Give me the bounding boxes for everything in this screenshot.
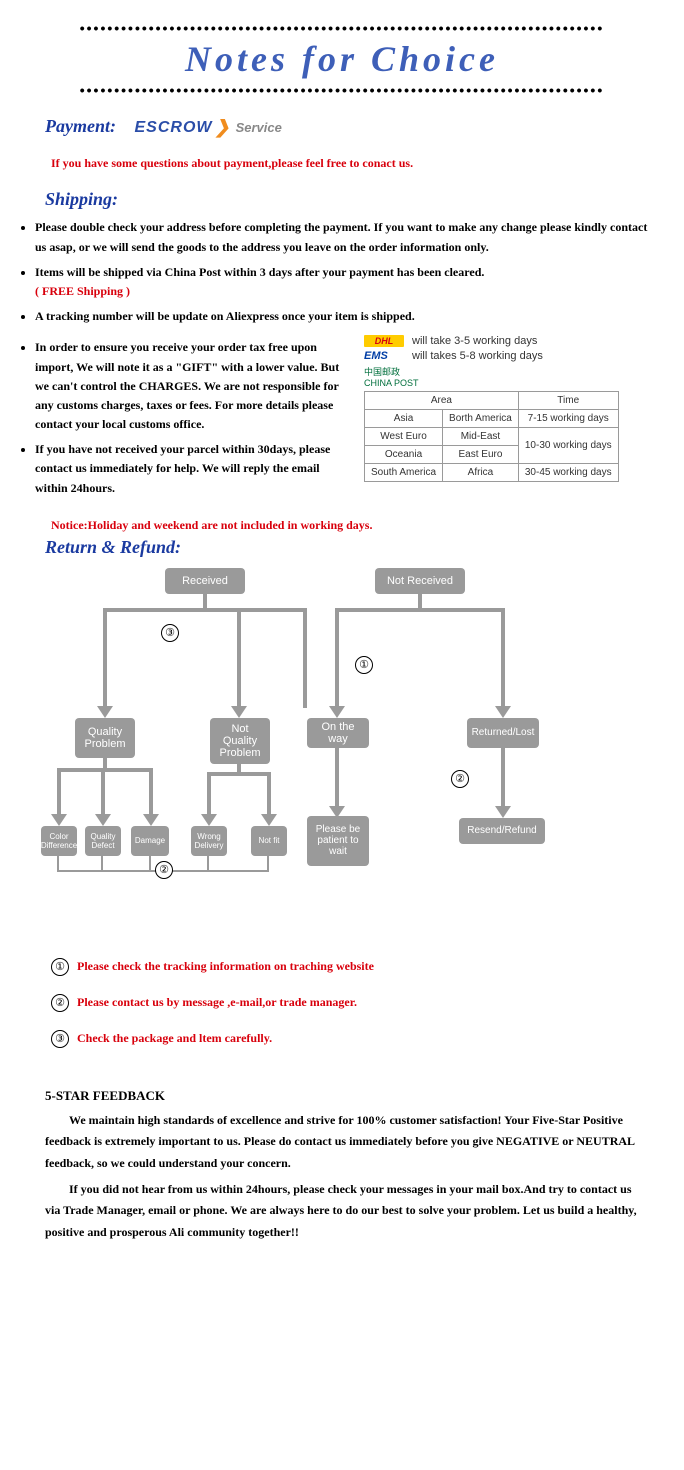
node-returned: Returned/Lost bbox=[467, 718, 539, 748]
node-color-diff: Color Difference bbox=[41, 826, 77, 856]
legend-circle-1: ① bbox=[51, 958, 69, 976]
node-quality-defect: Quality Defect bbox=[85, 826, 121, 856]
feedback-body: We maintain high standards of excellence… bbox=[45, 1110, 649, 1244]
chinapost-line: 中国邮政 CHINA POST bbox=[364, 365, 669, 388]
dots-bottom: ••••••••••••••••••••••••••••••••••••••••… bbox=[15, 82, 669, 98]
node-wrong-delivery: Wrong Delivery bbox=[191, 826, 227, 856]
payment-title: Payment: ESCROW ❯ Service bbox=[45, 116, 669, 138]
node-damage: Damage bbox=[131, 826, 169, 856]
main-title: Notes for Choice bbox=[15, 38, 669, 80]
node-not-fit: Not fit bbox=[251, 826, 287, 856]
circle-1: ① bbox=[355, 656, 373, 674]
circle-3: ③ bbox=[161, 624, 179, 642]
cell: 7-15 working days bbox=[518, 410, 618, 428]
feedback-title: 5-STAR FEEDBACK bbox=[45, 1088, 669, 1104]
ems-text: will takes 5-8 working days bbox=[412, 350, 543, 362]
escrow-brand: ESCROW bbox=[134, 119, 212, 137]
ems-logo: EMS bbox=[364, 350, 404, 362]
feedback-p2: If you did not hear from us within 24hou… bbox=[45, 1179, 649, 1244]
payment-note: If you have some questions about payment… bbox=[51, 156, 669, 171]
cell: Mid-East bbox=[443, 428, 519, 446]
circle-2a: ② bbox=[451, 770, 469, 788]
escrow-logo: ESCROW ❯ Service bbox=[134, 117, 281, 138]
table-row: West Euro Mid-East 10-30 working days bbox=[365, 428, 619, 446]
list-item: Items will be shipped via China Post wit… bbox=[35, 263, 659, 301]
cell: 10-30 working days bbox=[518, 428, 618, 464]
legend: ① Please check the tracking information … bbox=[51, 958, 669, 1048]
holiday-notice: Notice:Holiday and weekend are not inclu… bbox=[51, 518, 669, 533]
list-item: In order to ensure you receive your orde… bbox=[35, 338, 344, 434]
legend-row-2: ② Please contact us by message ,e-mail,o… bbox=[51, 994, 669, 1012]
free-shipping-label: ( FREE Shipping ) bbox=[35, 284, 130, 298]
cell: East Euro bbox=[443, 446, 519, 464]
node-not-quality: Not Quality Problem bbox=[210, 718, 270, 764]
shipping-title: Shipping: bbox=[45, 189, 669, 210]
courier-panel: DHL will take 3-5 working days EMS will … bbox=[364, 332, 669, 482]
legend-row-1: ① Please check the tracking information … bbox=[51, 958, 669, 976]
th-area: Area bbox=[365, 392, 519, 410]
list-item: A tracking number will be update on Alie… bbox=[35, 307, 659, 326]
dhl-line: DHL will take 3-5 working days bbox=[364, 335, 669, 347]
table-row: Asia Borth America 7-15 working days bbox=[365, 410, 619, 428]
chinapost-logo: 中国邮政 CHINA POST bbox=[364, 365, 424, 388]
cell: Borth America bbox=[443, 410, 519, 428]
shipping-bullets: Please double check your address before … bbox=[35, 218, 669, 326]
node-resend: Resend/Refund bbox=[459, 818, 545, 844]
cell: 30-45 working days bbox=[518, 464, 618, 482]
feedback-p1: We maintain high standards of excellence… bbox=[45, 1110, 649, 1175]
dhl-logo: DHL bbox=[364, 335, 404, 347]
legend-row-3: ③ Check the package and ltem carefully. bbox=[51, 1030, 669, 1048]
return-title: Return & Refund: bbox=[45, 537, 669, 558]
escrow-arrow-icon: ❯ bbox=[214, 117, 229, 138]
dhl-text: will take 3-5 working days bbox=[412, 335, 537, 347]
list-item: If you have not received your parcel wit… bbox=[35, 440, 344, 498]
legend-text-2: Please contact us by message ,e-mail,or … bbox=[77, 995, 357, 1010]
legend-text-1: Please check the tracking information on… bbox=[77, 959, 374, 974]
flowchart: Received Not Received ③ ① Quality Proble… bbox=[35, 568, 555, 928]
node-please-wait: Please be patient to wait bbox=[307, 816, 369, 866]
node-quality: Quality Problem bbox=[75, 718, 135, 758]
cell: South America bbox=[365, 464, 443, 482]
circle-2b: ② bbox=[155, 861, 173, 879]
cell: West Euro bbox=[365, 428, 443, 446]
shipping-bullets-2: In order to ensure you receive your orde… bbox=[35, 338, 354, 498]
legend-text-3: Check the package and ltem carefully. bbox=[77, 1031, 272, 1046]
list-item: Please double check your address before … bbox=[35, 218, 659, 256]
node-not-received: Not Received bbox=[375, 568, 465, 594]
legend-circle-3: ③ bbox=[51, 1030, 69, 1048]
payment-title-text: Payment: bbox=[45, 116, 116, 136]
dots-top: ••••••••••••••••••••••••••••••••••••••••… bbox=[15, 20, 669, 36]
th-time: Time bbox=[518, 392, 618, 410]
table-row: Area Time bbox=[365, 392, 619, 410]
cell: Asia bbox=[365, 410, 443, 428]
node-on-way: On the way bbox=[307, 718, 369, 748]
legend-circle-2: ② bbox=[51, 994, 69, 1012]
escrow-service: Service bbox=[236, 120, 282, 135]
ems-line: EMS will takes 5-8 working days bbox=[364, 350, 669, 362]
bullet-text: Items will be shipped via China Post wit… bbox=[35, 265, 484, 279]
area-table: Area Time Asia Borth America 7-15 workin… bbox=[364, 391, 619, 482]
cell: Oceania bbox=[365, 446, 443, 464]
cell: Africa bbox=[443, 464, 519, 482]
node-received: Received bbox=[165, 568, 245, 594]
table-row: South America Africa 30-45 working days bbox=[365, 464, 619, 482]
